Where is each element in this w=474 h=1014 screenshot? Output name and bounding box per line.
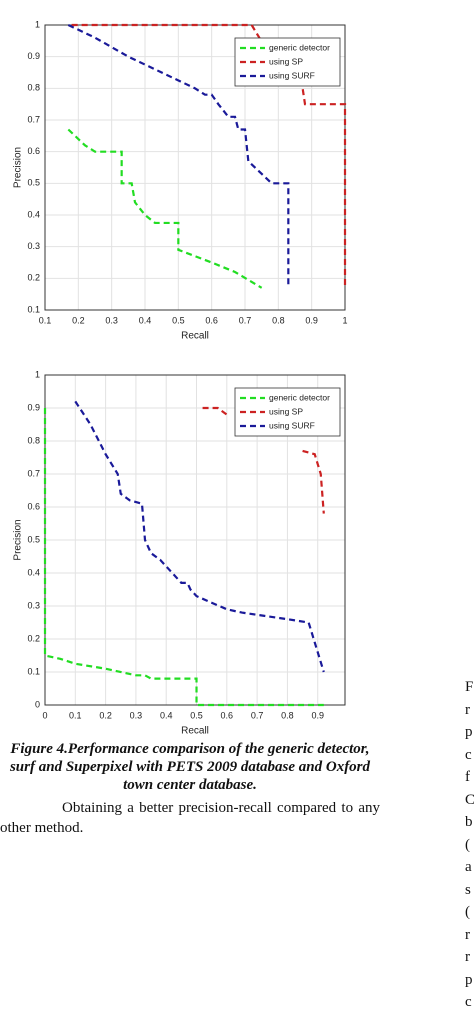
- body-text: Obtaining a better precision-recall comp…: [0, 800, 380, 836]
- x-tick-label: 0.2: [72, 315, 85, 325]
- x-axis-label: Recall: [181, 726, 209, 735]
- fragment: a: [465, 859, 472, 875]
- legend-label: using SP: [269, 406, 303, 416]
- y-tick-label: 0.7: [27, 114, 40, 124]
- legend: generic detector using SP using SURF: [234, 387, 341, 437]
- x-tick-label: 0.4: [160, 710, 173, 720]
- x-tick-label: 0.5: [190, 710, 203, 720]
- y-tick-label: 0.2: [27, 273, 40, 283]
- x-tick-label: 0.2: [99, 710, 112, 720]
- x-tick-label: 1: [342, 315, 347, 325]
- y-tick-label: 0.5: [27, 178, 40, 188]
- x-tick-label: 0.8: [272, 315, 285, 325]
- y-tick-label: 0.1: [27, 666, 40, 676]
- fragment: r: [465, 701, 470, 718]
- fragment: p: [465, 724, 473, 740]
- fragment: (: [465, 836, 470, 853]
- charts: 0.1 0.2 0.3 0.4 0.5 0.6 0.7 0.8 0.9 1 0.1 0.2 0.3 0.4…: [13, 19, 348, 735]
- x-tick-label: 0.9: [305, 315, 318, 325]
- x-tick-label: 0.7: [251, 710, 264, 720]
- y-tick-label: 0.9: [27, 51, 40, 61]
- legend-label: generic detector: [269, 42, 330, 52]
- y-tick-label: 0.6: [27, 501, 40, 511]
- series-line: [74, 400, 325, 673]
- x-axis-label: Recall: [181, 331, 209, 342]
- y-tick-label: 0.6: [27, 146, 40, 156]
- fragment: r: [465, 926, 470, 943]
- legend-label: using SURF: [269, 70, 315, 80]
- x-tick-label: 0.3: [105, 315, 118, 325]
- x-tick-label: 0.1: [69, 710, 82, 720]
- x-tick-label: 0.6: [221, 710, 234, 720]
- y-tick-label: 0.8: [27, 83, 40, 93]
- legend-label: using SP: [269, 56, 303, 66]
- y-tick-label: 1: [35, 19, 40, 29]
- fragment: c: [465, 746, 472, 763]
- y-tick-label: 0.3: [27, 241, 40, 251]
- y-tick-label: 0.9: [27, 402, 40, 412]
- fragment: p: [465, 971, 473, 988]
- fragment: F: [465, 679, 474, 695]
- series-line: [43, 408, 324, 707]
- page: {"chart_data": [ {"type": "line", "xlabe…: [0, 19, 474, 1010]
- y-tick-label: 0.3: [27, 600, 40, 610]
- fragment: b: [465, 814, 473, 830]
- x-tick-label: 0.6: [205, 315, 218, 325]
- y-axis-label: Precision: [13, 147, 24, 188]
- x-tick-label: 0.5: [172, 315, 185, 325]
- x-tick-label: 0.4: [139, 315, 152, 325]
- fragment: (: [465, 904, 470, 920]
- legend-label: generic detector: [269, 392, 330, 402]
- y-tick-label: 0.4: [27, 209, 40, 219]
- x-tick-label: 0.9: [311, 710, 324, 720]
- y-tick-label: 0.5: [27, 534, 40, 544]
- x-tick-label: 0: [42, 710, 47, 720]
- y-tick-label: 0.7: [27, 468, 40, 478]
- legend-label: using SURF: [269, 420, 315, 430]
- legend: generic detector using SP using SURF: [234, 37, 341, 87]
- fragment: r: [465, 949, 470, 965]
- fragment: s: [465, 881, 471, 898]
- fragment: f: [465, 769, 470, 785]
- x-tick-label: 0.8: [281, 710, 294, 720]
- y-tick-label: 0.1: [27, 304, 40, 314]
- y-tick-label: 1: [35, 369, 40, 379]
- y-axis-label: Precision: [13, 519, 24, 560]
- series-line: [67, 24, 290, 288]
- x-tick-label: 0.1: [39, 315, 52, 325]
- x-tick-label: 0.3: [130, 710, 143, 720]
- fragment: c: [465, 994, 472, 1010]
- series-line: [67, 128, 263, 289]
- figure-caption: Figure 4.Performance comparison of the g…: [9, 741, 371, 793]
- series-line: [202, 406, 325, 514]
- x-tick-label: 0.7: [239, 315, 252, 325]
- y-tick-label: 0.2: [27, 633, 40, 643]
- fragment: C: [465, 791, 474, 808]
- y-tick-label: 0: [35, 699, 40, 709]
- y-tick-label: 0.8: [27, 435, 40, 445]
- y-tick-label: 0.4: [27, 567, 40, 577]
